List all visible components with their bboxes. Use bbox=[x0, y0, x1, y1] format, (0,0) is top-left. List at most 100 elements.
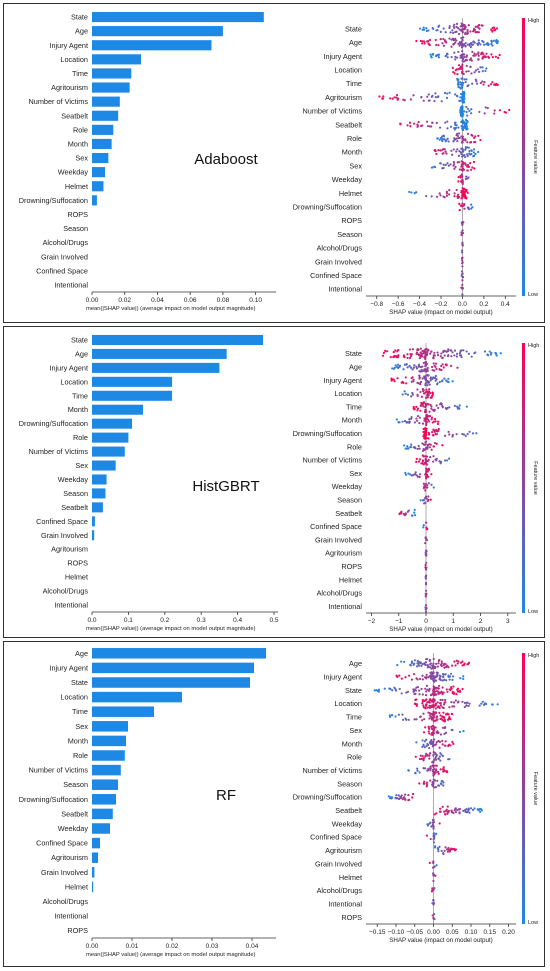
beeswarm-point bbox=[451, 692, 454, 695]
bar-sex bbox=[92, 721, 128, 732]
beeswarm-point bbox=[426, 403, 430, 406]
bar-label-weekday: Weekday bbox=[58, 475, 89, 484]
beeswarm-point bbox=[485, 43, 488, 46]
beeswarm-point bbox=[461, 229, 464, 232]
bar-label-grain-involved: Grain Involved bbox=[41, 868, 88, 877]
beeswarm-point bbox=[428, 746, 431, 750]
beeswarm-point bbox=[448, 189, 451, 192]
beeswarm-point bbox=[462, 36, 465, 39]
beeswarm-point bbox=[408, 418, 411, 421]
beeswarm-point bbox=[404, 447, 407, 450]
beeswarm-point bbox=[460, 286, 463, 289]
beeswarm-point bbox=[453, 195, 456, 198]
beeswarm-point bbox=[443, 377, 446, 380]
beeswarm-point bbox=[432, 834, 435, 837]
bar-x-tick-label: 0.3 bbox=[197, 617, 206, 624]
beeswarm-row-weekday bbox=[457, 173, 470, 186]
beeswarm-point bbox=[404, 376, 407, 379]
beeswarm-point bbox=[460, 181, 463, 184]
beeswarm-point bbox=[440, 364, 443, 368]
beeswarm-point bbox=[444, 713, 448, 716]
beeswarm-point bbox=[415, 367, 419, 370]
beeswarm-point bbox=[436, 422, 439, 426]
beeswarm-point bbox=[414, 473, 417, 476]
bar-time bbox=[92, 706, 154, 717]
beeswarm-point bbox=[450, 355, 453, 358]
bar-weekday bbox=[92, 167, 106, 178]
beeswarm-point bbox=[429, 767, 432, 770]
beeswarm-point bbox=[442, 147, 445, 151]
beeswarm-point bbox=[432, 902, 435, 905]
beeswarm-point bbox=[455, 39, 458, 42]
beeswarm-point bbox=[424, 360, 428, 364]
beeswarm-point bbox=[454, 664, 457, 667]
beeswarm-point bbox=[466, 191, 469, 194]
beeswarm-point bbox=[460, 174, 463, 177]
bar-label-injury-agent: Injury Agent bbox=[49, 41, 88, 50]
beeswarm-point bbox=[451, 66, 454, 69]
beeswarm-point bbox=[416, 123, 419, 126]
beeswarm-point bbox=[439, 194, 442, 197]
beeswarm-point bbox=[445, 194, 449, 197]
beeswarm-label-role: Role bbox=[347, 134, 362, 143]
beeswarm-point bbox=[417, 363, 421, 366]
beeswarm-point bbox=[442, 675, 445, 678]
bar-label-role: Role bbox=[73, 433, 88, 442]
beeswarm-point bbox=[426, 350, 429, 353]
beeswarm-point bbox=[478, 110, 481, 114]
beeswarm-point bbox=[451, 678, 454, 681]
beeswarm-point bbox=[461, 31, 464, 34]
beeswarm-point bbox=[462, 72, 465, 76]
beeswarm-label-alcohol-drugs: Alcohol/Drugs bbox=[317, 244, 363, 253]
beeswarm-label-season: Season bbox=[337, 779, 362, 788]
beeswarm-point bbox=[475, 53, 478, 56]
beeswarm-point bbox=[458, 352, 462, 355]
beeswarm-point bbox=[423, 434, 426, 437]
beeswarm-point bbox=[465, 125, 468, 129]
colorbar bbox=[522, 343, 525, 613]
beeswarm-point bbox=[450, 728, 453, 731]
beeswarm-point bbox=[448, 25, 451, 28]
beeswarm-point bbox=[437, 659, 440, 663]
beeswarm-point bbox=[419, 715, 422, 719]
beeswarm-point bbox=[420, 355, 423, 358]
beeswarm-point bbox=[410, 377, 413, 380]
beeswarm-row-agritourism bbox=[378, 90, 466, 104]
beeswarm-point bbox=[436, 95, 439, 99]
beeswarm-point bbox=[443, 138, 446, 141]
beeswarm-point bbox=[460, 83, 464, 86]
beeswarm-point bbox=[433, 686, 436, 689]
beeswarm-point bbox=[461, 196, 464, 199]
beeswarm-point bbox=[461, 249, 464, 252]
beeswarm-point bbox=[466, 141, 469, 144]
beeswarm-point bbox=[448, 433, 451, 436]
beeswarm-point bbox=[466, 127, 469, 130]
beeswarm-point bbox=[431, 727, 434, 730]
beeswarm-point bbox=[391, 367, 394, 370]
beeswarm-point bbox=[483, 350, 487, 353]
beeswarm-point bbox=[443, 849, 446, 852]
beeswarm-label-season: Season bbox=[337, 495, 362, 504]
beeswarm-point bbox=[437, 850, 440, 853]
beeswarm-point bbox=[426, 527, 429, 531]
beeswarm-point bbox=[434, 771, 437, 774]
beeswarm-point bbox=[453, 42, 456, 45]
beeswarm-point bbox=[406, 356, 409, 360]
beeswarm-point bbox=[445, 688, 448, 691]
beeswarm-point bbox=[469, 807, 473, 810]
beeswarm-point bbox=[439, 714, 442, 717]
beeswarm-row-intentional bbox=[431, 898, 436, 906]
beeswarm-point bbox=[461, 221, 464, 224]
beeswarm-point bbox=[443, 732, 446, 736]
beeswarm-point bbox=[430, 195, 433, 198]
beeswarm-point bbox=[482, 703, 486, 706]
beeswarm-point bbox=[423, 351, 427, 354]
beeswarm-x-tick-label: −0.8 bbox=[370, 301, 383, 308]
beeswarm-x-tick-label: −0.15 bbox=[369, 929, 386, 936]
beeswarm-point bbox=[418, 447, 421, 450]
beeswarm-point bbox=[430, 483, 433, 486]
beeswarm-point bbox=[455, 30, 458, 33]
beeswarm-point bbox=[437, 784, 441, 787]
bar-label-grain-involved: Grain Involved bbox=[41, 531, 88, 540]
beeswarm-point bbox=[423, 740, 426, 743]
